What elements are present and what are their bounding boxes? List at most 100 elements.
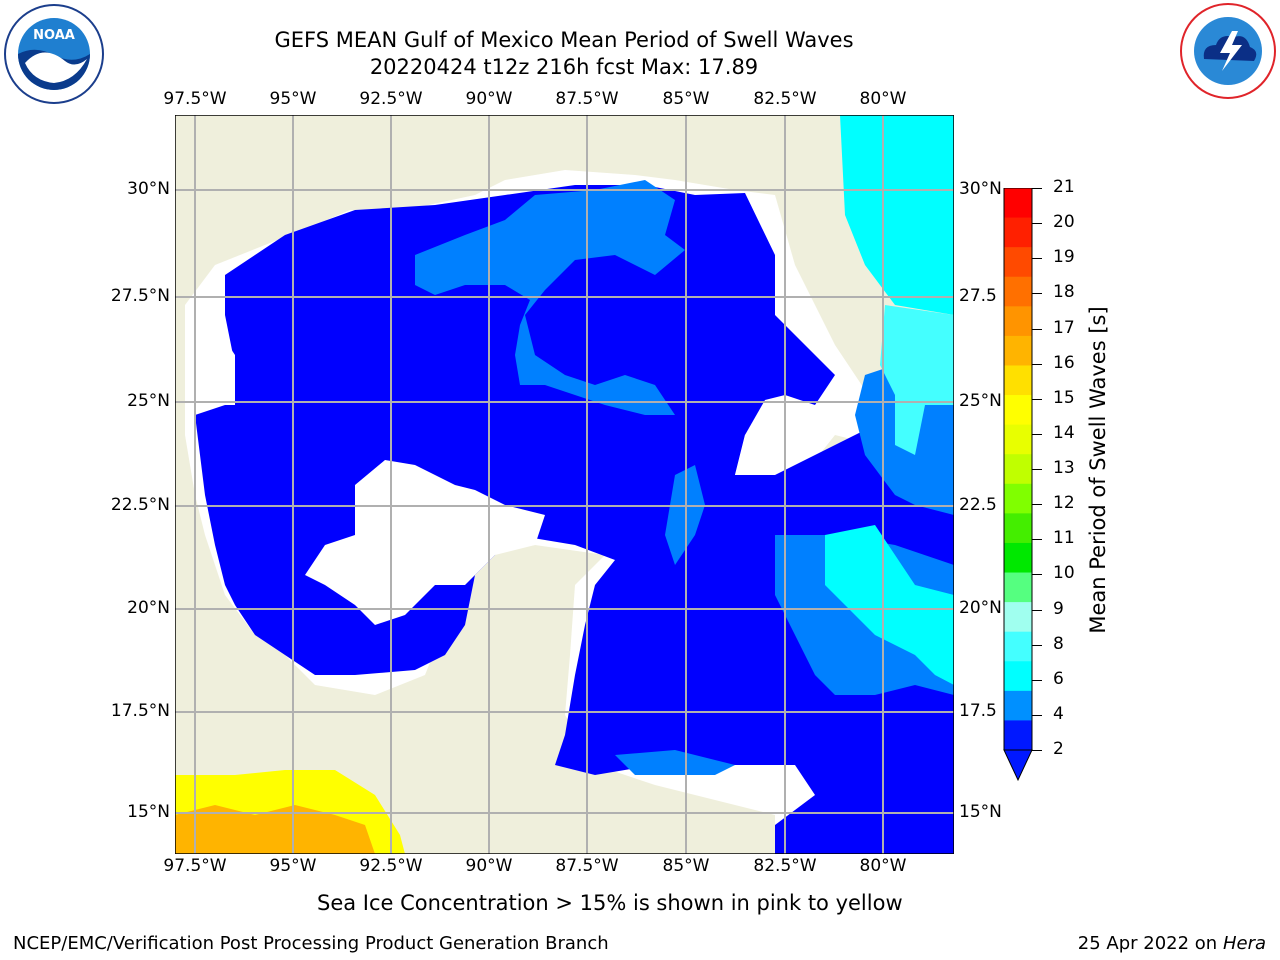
swell-field-4-6s: [415, 180, 685, 415]
footer-credit: NCEP/EMC/Verification Post Processing Pr…: [13, 933, 609, 954]
colorbar-segment: [1004, 513, 1032, 544]
colorbar-segment: [1004, 572, 1032, 603]
colorbar-segment: [1004, 720, 1032, 751]
colorbar-tick-mark: [1032, 574, 1042, 576]
colorbar-tick-mark: [1032, 363, 1042, 365]
colorbar-tick-mark: [1032, 433, 1042, 435]
lat-label-left: 27.5°N: [110, 286, 170, 306]
lon-label-bottom: 90°W: [465, 856, 513, 876]
lat-label-right: 20°N: [959, 598, 1002, 618]
lon-label-top: 90°W: [465, 89, 513, 109]
colorbar-tick-label: 12: [1053, 493, 1075, 514]
swell-field-6-8s-east: [880, 305, 954, 455]
colorbar-tick-label: 19: [1053, 247, 1075, 268]
lon-label-top: 82.5°W: [753, 89, 817, 109]
colorbar-tick-label: 4: [1053, 703, 1064, 724]
colorbar-extend-arrow: [1003, 749, 1033, 782]
nws-logo: [1180, 3, 1276, 99]
lat-label-right: 15°N: [959, 802, 1002, 822]
swell-field-6-8s-south: [825, 525, 954, 685]
footer-machine: Hera: [1222, 933, 1266, 954]
map-subtitle: 20220424 t12z 216h fcst Max: 17.89: [369, 55, 759, 79]
colorbar-tick-mark: [1032, 714, 1042, 716]
swell-field-4-6s: [615, 750, 735, 775]
colorbar-tick-mark: [1032, 293, 1042, 295]
lon-label-bottom: 82.5°W: [753, 856, 817, 876]
colorbar-tick-label: 14: [1053, 422, 1075, 443]
sea-ice-note: Sea Ice Concentration > 15% is shown in …: [317, 891, 903, 915]
lon-label-top: 95°W: [269, 89, 317, 109]
colorbar-tick-mark: [1032, 398, 1042, 400]
colorbar-tick-mark: [1032, 539, 1042, 541]
colorbar-tick-mark: [1032, 328, 1042, 330]
colorbar-tick-label: 10: [1053, 563, 1075, 584]
lon-label-bottom: 87.5°W: [555, 856, 619, 876]
map-title: GEFS MEAN Gulf of Mexico Mean Period of …: [274, 28, 854, 52]
colorbar-tick-mark: [1032, 504, 1042, 506]
lat-label-right: 27.5: [959, 286, 997, 306]
colorbar-tick-label: 8: [1053, 633, 1064, 654]
colorbar-segment: [1004, 690, 1032, 721]
lon-label-bottom: 92.5°W: [359, 856, 423, 876]
lat-label-right: 17.5: [959, 701, 997, 721]
colorbar-segment: [1004, 424, 1032, 455]
lon-label-bottom: 85°W: [662, 856, 710, 876]
colorbar-tick-label: 16: [1053, 352, 1075, 373]
sea-no-data-hole: [735, 395, 815, 475]
colorbar-segment: [1004, 276, 1032, 307]
colorbar-tick-label: 13: [1053, 458, 1075, 478]
colorbar-label: Mean Period of Swell Waves [s]: [1086, 306, 1110, 634]
colorbar-segment: [1004, 631, 1032, 662]
colorbar-tick-label: 9: [1053, 598, 1064, 619]
colorbar-segment: [1004, 602, 1032, 633]
colorbar-segment: [1004, 395, 1032, 426]
colorbar-tick-label: 17: [1053, 317, 1075, 338]
lat-label-right: 30°N: [959, 179, 1002, 199]
noaa-logo-text: NOAA: [33, 28, 75, 43]
footer-date-text: 25 Apr 2022 on: [1077, 933, 1223, 954]
lat-label-left: 22.5°N: [110, 495, 170, 515]
colorbar-segment: [1004, 365, 1032, 396]
colorbar-segment: [1004, 483, 1032, 514]
colorbar-tick-mark: [1032, 258, 1042, 260]
lat-label-left: 20°N: [127, 598, 170, 618]
colorbar: [1003, 188, 1033, 782]
colorbar-tick-mark: [1032, 188, 1042, 189]
colorbar-segment: [1004, 661, 1032, 692]
colorbar-segment: [1004, 454, 1032, 485]
lon-label-bottom: 95°W: [269, 856, 317, 876]
colorbar-segment: [1004, 335, 1032, 366]
lat-label-left: 25°N: [127, 391, 170, 411]
colorbar-tick-label: 15: [1053, 387, 1075, 408]
lon-label-top: 97.5°W: [163, 89, 227, 109]
colorbar-segment: [1004, 306, 1032, 337]
colorbar-tick-mark: [1032, 223, 1042, 225]
sea-ice-area: [175, 805, 375, 854]
colorbar-segment: [1004, 542, 1032, 574]
lon-label-top: 85°W: [662, 89, 710, 109]
colorbar-tick-label: 2: [1053, 739, 1064, 759]
lon-label-top: 80°W: [859, 89, 907, 109]
lat-label-left: 30°N: [127, 179, 170, 199]
lat-label-left: 17.5°N: [110, 701, 170, 721]
colorbar-tick-mark: [1032, 644, 1042, 646]
lon-label-top: 92.5°W: [359, 89, 423, 109]
lon-label-bottom: 80°W: [859, 856, 907, 876]
swell-field-2-4s: [195, 185, 954, 854]
colorbar-tick-mark: [1032, 609, 1042, 611]
colorbar-tick-label: 18: [1053, 282, 1075, 303]
noaa-logo: NOAA: [4, 4, 104, 104]
lat-label-left: 15°N: [127, 802, 170, 822]
colorbar-segment: [1004, 247, 1032, 278]
colorbar-tick-label: 6: [1053, 668, 1064, 689]
colorbar-tick-label: 11: [1053, 528, 1075, 549]
sea-no-data-hole: [305, 460, 545, 625]
gulf-of-mexico-map: [175, 115, 954, 854]
colorbar-tick-label: 20: [1053, 212, 1075, 233]
swell-field-6-8s-east: [840, 115, 954, 315]
colorbar-segment: [1004, 188, 1032, 219]
footer-date: 25 Apr 2022 on Hera: [1078, 933, 1266, 954]
lat-label-right: 22.5: [959, 495, 997, 515]
colorbar-tick-mark: [1032, 469, 1042, 470]
colorbar-tick-mark: [1032, 750, 1042, 751]
